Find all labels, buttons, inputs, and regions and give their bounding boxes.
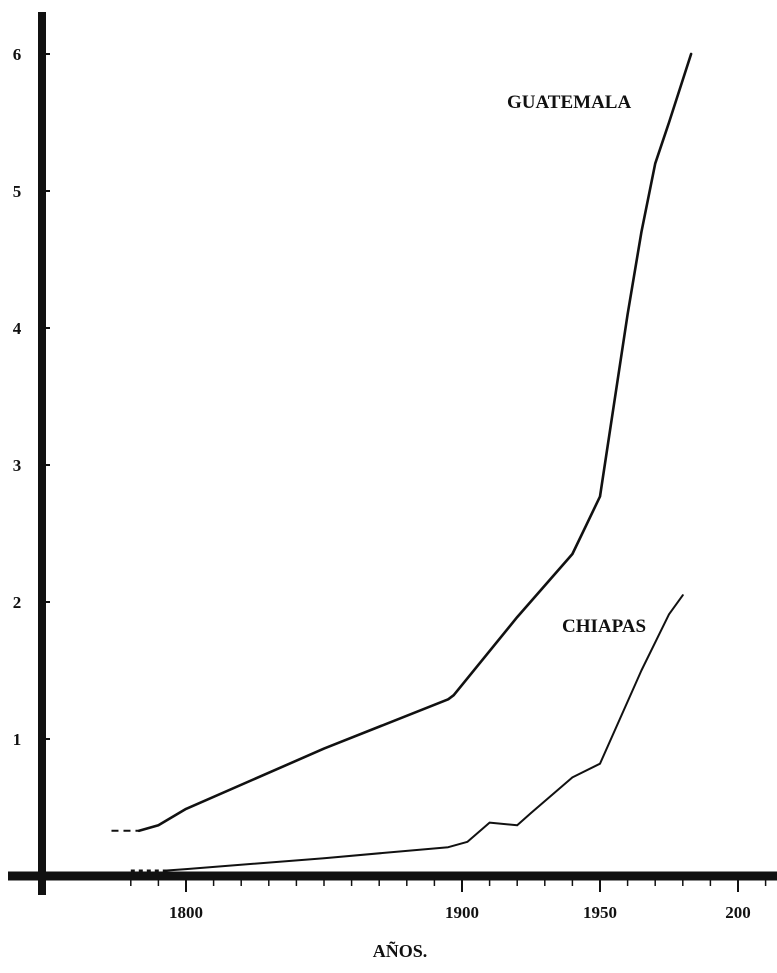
series-chiapas-point — [571, 776, 574, 779]
series-guatemala-point — [571, 553, 574, 555]
series-chiapas-point — [640, 669, 643, 672]
series-guatemala-point — [516, 616, 518, 618]
series-guatemala-point — [323, 747, 325, 750]
series-chiapas-point — [516, 824, 518, 827]
series-guatemala-point — [138, 829, 140, 832]
series-guatemala-point — [690, 53, 692, 55]
series-layer — [111, 52, 693, 872]
series-label-guatemala: GUATEMALA — [507, 92, 631, 113]
y-tick-label-2: 2 — [13, 593, 22, 612]
series-chiapas-point — [185, 868, 187, 870]
series-chiapas-point — [530, 812, 532, 814]
series-guatemala-point — [157, 824, 160, 827]
x-tick-label-1950: 1950 — [583, 903, 617, 922]
series-chiapas-point — [447, 846, 450, 849]
labels-layer: 1 2 3 4 5 6 1800 1900 1950 200 — [13, 45, 751, 922]
x-axis-title: AÑOS. — [373, 940, 428, 961]
x-tick-label-1800: 1800 — [169, 903, 203, 922]
series-chiapas-point — [682, 594, 684, 596]
y-tick-label-5: 5 — [13, 182, 22, 201]
series-chiapas-point — [165, 869, 168, 872]
series-guatemala-point — [626, 313, 629, 316]
x-tick-label-1900: 1900 — [445, 903, 479, 922]
series-guatemala-point — [185, 808, 187, 810]
series-chiapas-point — [466, 840, 469, 843]
y-tick-label-1: 1 — [13, 730, 22, 749]
series-chiapas-point — [323, 857, 325, 859]
series-guatemala-line — [137, 52, 693, 833]
y-tick-label-4: 4 — [13, 319, 22, 338]
series-label-chiapas: CHIAPAS — [562, 616, 646, 637]
y-tick-label-6: 6 — [13, 45, 22, 64]
series-guatemala-point — [668, 121, 670, 124]
series-guatemala-point — [585, 524, 587, 527]
series-guatemala-point — [447, 698, 450, 701]
series-guatemala-point — [640, 231, 643, 233]
x-tick-label-2000: 200 — [725, 903, 751, 922]
series-chiapas-point — [488, 821, 491, 824]
tick-marks — [38, 53, 767, 892]
series-chiapas-point — [599, 762, 601, 765]
series-chiapas-point — [668, 613, 670, 616]
series-guatemala-point — [654, 162, 656, 165]
y-tick-label-3: 3 — [13, 456, 22, 475]
series-guatemala-point — [452, 694, 455, 696]
series-guatemala-point — [599, 495, 601, 498]
